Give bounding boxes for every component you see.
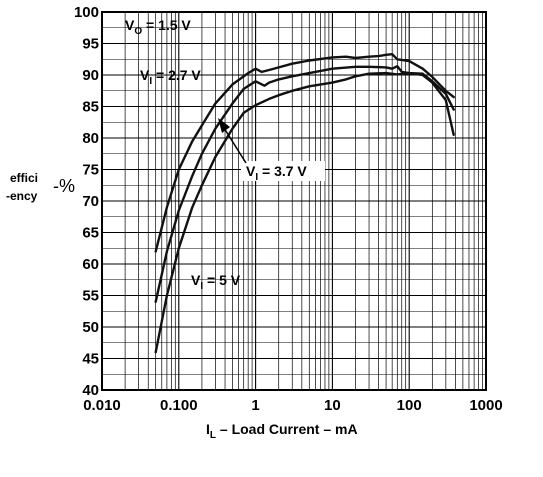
- annotation-arrowhead: [218, 118, 230, 133]
- annotation-leader-line: [223, 127, 247, 164]
- y-tick-label: 90: [82, 67, 99, 84]
- x-tick-label: 1000: [469, 397, 502, 414]
- y-tick-label: 60: [82, 256, 99, 273]
- y-tick-label: 45: [82, 351, 99, 368]
- tick-labels: 40 45 50 55 60 65 70 75 80 85 90 95 100 0.010 0.100 1 10…: [74, 4, 503, 414]
- y-tick-label: 40: [82, 382, 99, 399]
- x-tick-label: 1: [251, 397, 259, 414]
- y-tick-label: 100: [74, 4, 99, 21]
- y-tick-label: 75: [82, 162, 99, 179]
- series-line-1: [154, 53, 455, 253]
- y-axis-label-line1: effici: [10, 171, 38, 185]
- y-axis-unit: -%: [53, 176, 75, 196]
- x-tick-label: 100: [397, 397, 422, 414]
- y-tick-label: 65: [82, 225, 99, 242]
- series-line-3: [154, 71, 455, 354]
- plot-frame: [101, 11, 487, 391]
- annotation-vo: VO = 1.5 V: [125, 17, 191, 37]
- annotation-vi-3-7-box: [241, 161, 325, 181]
- y-tick-label: 80: [82, 130, 99, 147]
- y-tick-label: 85: [82, 99, 99, 116]
- annotation-vi-5: VI = 5 V: [191, 272, 241, 292]
- x-tick-label: 0.010: [83, 397, 121, 414]
- y-tick-label: 70: [82, 193, 99, 210]
- grid: [101, 11, 486, 391]
- y-tick-label: 95: [82, 36, 99, 53]
- annotation-vi-2-7: VI = 2.7 V: [140, 67, 201, 87]
- x-tick-label: 0.100: [160, 397, 198, 414]
- y-axis-label-line2: -ency: [6, 189, 38, 203]
- x-axis-label: IL – Load Current – mA: [206, 421, 358, 441]
- y-tick-label: 50: [82, 319, 99, 336]
- x-tick-label: 10: [324, 397, 341, 414]
- series-layer: [154, 53, 455, 354]
- annotation-vi-3-7: VI = 3.7 V: [246, 163, 307, 183]
- y-tick-label: 55: [82, 288, 99, 305]
